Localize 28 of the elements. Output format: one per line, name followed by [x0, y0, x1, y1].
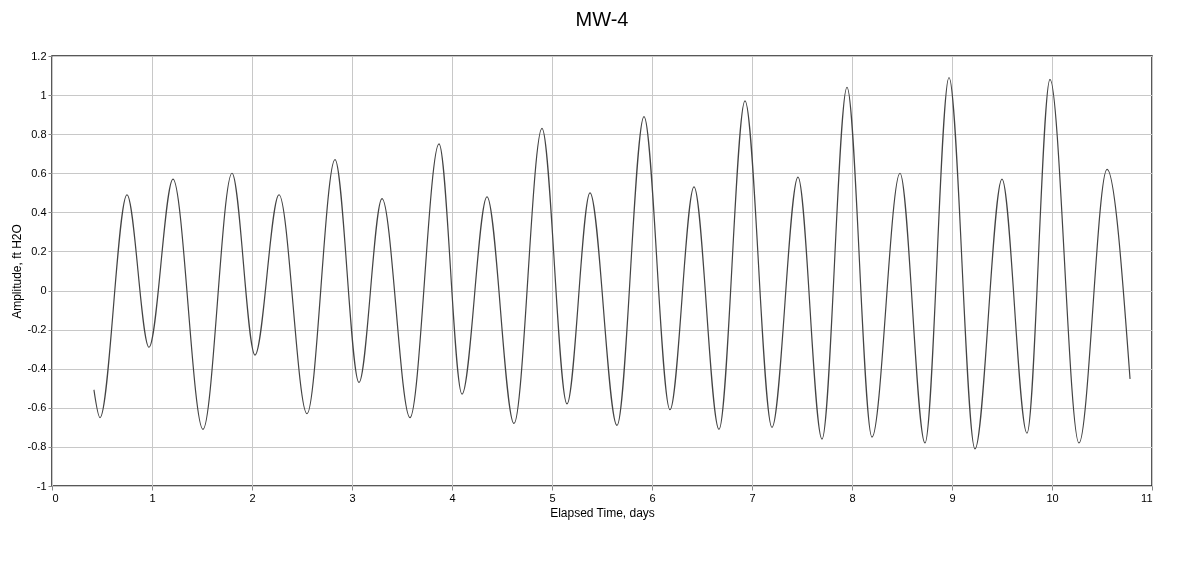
y-tick-label: 0.4 [31, 205, 47, 218]
y-tick-label: 0.8 [31, 127, 47, 140]
x-tick-label: 11 [1141, 491, 1153, 504]
y-tick-label: -0.4 [27, 362, 47, 375]
x-tick-label: 9 [949, 491, 956, 504]
y-axis-title: Amplitude, ft H2O [9, 224, 24, 319]
x-tick-label: 1 [149, 491, 156, 504]
chart-title: MW-4 [575, 8, 629, 30]
y-tick-label: 1 [40, 88, 47, 101]
x-tick-label: 4 [449, 491, 456, 504]
y-tick-label: 0.2 [31, 244, 47, 257]
x-tick-label: 0 [52, 491, 59, 504]
y-tick-label: -0.8 [27, 440, 47, 453]
y-tick-label: -1 [36, 479, 47, 492]
y-tick-label: 1.2 [31, 49, 47, 62]
x-axis-title: Elapsed Time, days [550, 505, 655, 520]
x-tick-label: 10 [1046, 491, 1059, 504]
y-tick-label: -0.2 [27, 323, 47, 336]
y-tick-label: -0.6 [27, 401, 47, 414]
x-tick-label: 3 [349, 491, 356, 504]
x-tick-label: 6 [649, 491, 656, 504]
x-tick-label: 7 [749, 491, 756, 504]
y-tick-label: 0 [40, 284, 47, 297]
x-tick-label: 2 [249, 491, 256, 504]
x-tick-label: 8 [849, 491, 856, 504]
x-tick-label: 5 [549, 491, 556, 504]
y-tick-label: 0.6 [31, 166, 47, 179]
line-series [93, 76, 1131, 450]
